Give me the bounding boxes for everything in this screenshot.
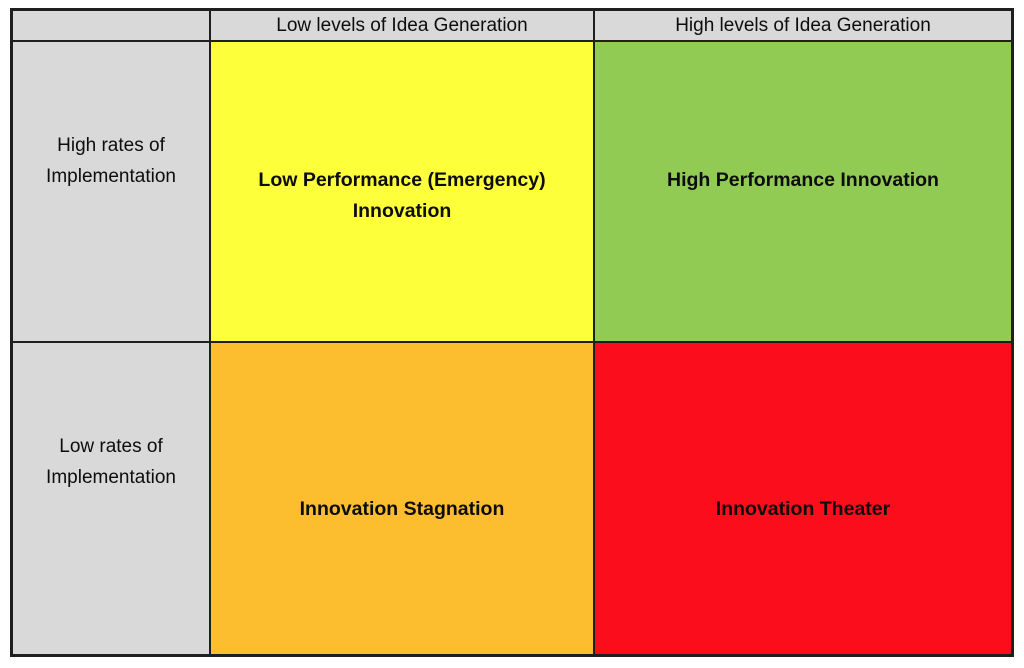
quadrant-innovation-theater: Innovation Theater: [595, 343, 1011, 654]
quadrant-innovation-stagnation: Innovation Stagnation: [211, 343, 593, 654]
col-header-low-idea-generation-label: Low levels of Idea Generation: [276, 14, 528, 36]
col-header-high-idea-generation-label: High levels of Idea Generation: [675, 14, 931, 36]
quadrant-high-performance-innovation-label: High Performance Innovation: [667, 169, 939, 191]
quadrant-low-performance-emergency-innovation: Low Performance (Emergency) Innovation: [211, 42, 593, 341]
quadrant-low-performance-emergency-innovation-label: Low Performance (Emergency) Innovation: [258, 169, 546, 222]
quadrant-innovation-theater-label: Innovation Theater: [715, 498, 891, 520]
row-header-high-implementation: High rates of Implementation: [13, 42, 209, 341]
quadrant-high-performance-innovation: High Performance Innovation: [595, 42, 1011, 341]
row-header-low-implementation: Low rates of Implementation: [13, 343, 209, 654]
col-header-low-idea-generation: Low levels of Idea Generation: [211, 11, 593, 40]
quadrant-innovation-stagnation-label: Innovation Stagnation: [299, 498, 505, 520]
col-header-high-idea-generation: High levels of Idea Generation: [595, 11, 1011, 40]
innovation-matrix-table: Low levels of Idea Generation High level…: [10, 8, 1014, 657]
corner-cell: [13, 11, 209, 40]
